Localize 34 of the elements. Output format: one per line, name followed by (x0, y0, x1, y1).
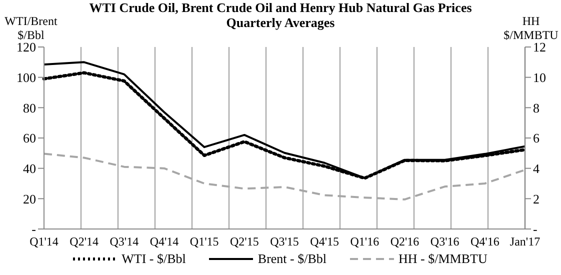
y-tick-label: 80 (23, 100, 36, 116)
y-tick-label: 100 (16, 70, 36, 85)
x-tick-label: Q3'14 (110, 234, 139, 249)
y2-tick-label: 10 (533, 70, 546, 85)
chart-subtitle: Quarterly Averages (226, 15, 335, 30)
x-tick-label: Q1'15 (190, 234, 219, 249)
y2-tick-label: 2 (533, 191, 540, 206)
y2-tick-label: - (533, 222, 538, 237)
y-tick-label: - (32, 222, 36, 237)
x-tick-label: Q4'16 (470, 234, 500, 249)
x-tick-label: Jan'17 (510, 234, 540, 249)
x-tick-label: Q1'14 (30, 234, 58, 249)
x-tick-label: Q1'16 (350, 234, 380, 249)
legend-label: WTI - $/Bbl (122, 251, 186, 267)
x-tick-label: Q2'14 (70, 234, 98, 249)
x-tick-label: Q3'16 (430, 234, 460, 249)
y-tick-label: 60 (23, 130, 36, 146)
x-tick-label: Q2'15 (230, 234, 259, 249)
legend-label: HH - $/MMBTU (398, 251, 488, 267)
legend-label: Brent - $/Bbl (258, 251, 327, 267)
y-tick-label: 20 (23, 191, 36, 206)
y2-tick-label: 8 (533, 100, 540, 116)
x-tick-label: Q4'15 (310, 234, 339, 249)
y2-tick-label: 6 (533, 130, 540, 146)
y2-tick-label: 4 (533, 160, 540, 176)
x-tick-label: Q2'16 (390, 234, 420, 249)
chart-title: WTI Crude Oil, Brent Crude Oil and Henry Hub Natural Gas Prices (88, 0, 473, 15)
y-tick-label: 40 (23, 160, 36, 176)
x-tick-label: Q3'15 (270, 234, 299, 249)
y2-tick-label: 12 (533, 40, 546, 55)
y-tick-label: 120 (16, 40, 36, 55)
y-axis-title: WTI/Brent $/Bbl (4, 14, 58, 42)
x-tick-label: Q4'14 (150, 234, 179, 249)
y2-axis-title: HH $/MMBTU (502, 14, 560, 42)
